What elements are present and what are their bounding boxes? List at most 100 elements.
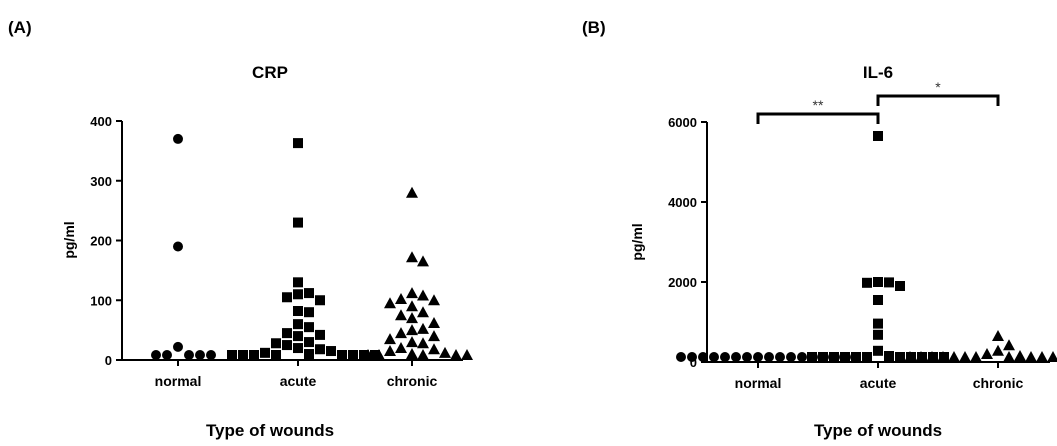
data-point-triangle xyxy=(406,348,418,360)
data-point-square xyxy=(829,352,839,362)
data-point-triangle xyxy=(1003,351,1015,362)
data-point-triangle xyxy=(373,349,385,360)
data-point-triangle xyxy=(417,289,429,301)
data-point-square xyxy=(818,352,828,362)
data-point-triangle xyxy=(384,297,396,309)
data-point-square xyxy=(293,319,303,330)
data-point-square xyxy=(315,295,325,306)
data-point-triangle xyxy=(461,349,473,360)
data-point-square xyxy=(293,306,303,317)
x-axis-label: Type of wounds xyxy=(206,421,334,440)
data-point-square xyxy=(873,295,883,305)
data-point-square xyxy=(348,350,358,360)
data-point-triangle xyxy=(384,345,396,357)
data-point-square xyxy=(337,350,347,360)
data-point-circle xyxy=(786,352,796,362)
data-point-triangle xyxy=(395,309,407,321)
data-point-circle xyxy=(687,352,697,362)
data-point-square xyxy=(873,329,883,340)
data-point-circle xyxy=(173,241,183,252)
data-point-triangle xyxy=(406,324,418,336)
data-point-triangle xyxy=(406,336,418,348)
data-point-triangle xyxy=(428,294,440,306)
data-point-triangle xyxy=(417,306,429,318)
y-tick-label: 2000 xyxy=(668,275,697,290)
data-point-square xyxy=(304,307,314,318)
data-point-square xyxy=(315,329,325,340)
data-point-triangle xyxy=(395,342,407,354)
data-point-square xyxy=(840,352,850,362)
chart-title: IL-6 xyxy=(863,63,893,82)
significance-bracket xyxy=(876,94,1000,106)
data-point-triangle xyxy=(384,333,396,345)
data-point-square xyxy=(873,131,883,141)
data-point-triangle xyxy=(417,255,429,267)
panel-label-b: (B) xyxy=(582,18,606,37)
data-point-square xyxy=(260,347,270,358)
data-point-triangle xyxy=(439,346,451,358)
data-point-triangle xyxy=(450,349,462,360)
data-point-triangle xyxy=(992,344,1004,356)
data-point-triangle xyxy=(417,322,429,334)
data-point-triangle xyxy=(395,327,407,339)
data-point-triangle xyxy=(417,349,429,360)
y-tick-label: 4000 xyxy=(668,195,697,210)
data-point-triangle xyxy=(926,351,938,362)
significance-label: ** xyxy=(813,97,824,113)
data-point-circle xyxy=(720,352,730,362)
data-point-square xyxy=(304,322,314,333)
data-point-circle xyxy=(797,352,807,362)
data-point-square xyxy=(862,277,872,288)
x-category-label: chronic xyxy=(973,375,1024,391)
data-point-circle xyxy=(731,352,741,362)
data-point-square xyxy=(293,277,303,288)
data-point-square xyxy=(293,343,303,354)
data-point-square xyxy=(238,350,248,360)
data-point-triangle xyxy=(970,351,982,362)
data-point-square xyxy=(271,350,281,360)
data-point-triangle xyxy=(1047,351,1057,362)
data-point-triangle xyxy=(428,343,440,355)
data-point-triangle xyxy=(406,186,418,198)
data-point-circle xyxy=(173,133,183,144)
data-point-square xyxy=(282,340,292,351)
data-point-square xyxy=(249,350,259,360)
y-tick-label: 0 xyxy=(690,355,697,370)
y-tick-label: 200 xyxy=(90,234,112,249)
data-point-triangle xyxy=(406,312,418,324)
y-axis-label: pg/ml xyxy=(61,221,77,258)
data-point-triangle xyxy=(1025,351,1037,362)
data-point-square xyxy=(370,350,380,360)
y-tick-label: 300 xyxy=(90,174,112,189)
data-point-triangle xyxy=(1036,351,1048,362)
data-point-triangle xyxy=(948,351,960,362)
data-point-square xyxy=(282,292,292,303)
x-category-label: normal xyxy=(155,373,202,389)
data-point-circle xyxy=(206,350,216,360)
significance-label: * xyxy=(935,79,941,95)
data-point-circle xyxy=(184,350,194,360)
x-category-label: normal xyxy=(735,375,782,391)
data-point-triangle xyxy=(362,349,374,360)
data-point-triangle xyxy=(428,330,440,342)
data-point-circle xyxy=(764,352,774,362)
data-point-triangle xyxy=(406,287,418,299)
data-point-square xyxy=(326,346,336,357)
data-point-triangle xyxy=(959,351,971,362)
data-point-circle xyxy=(162,350,172,360)
x-axis-label: Type of wounds xyxy=(814,421,942,440)
data-point-triangle xyxy=(981,348,993,359)
data-point-square xyxy=(282,328,292,339)
data-point-square xyxy=(873,277,883,287)
data-point-triangle xyxy=(417,337,429,349)
data-point-circle xyxy=(195,350,205,360)
panel-label-a: (A) xyxy=(8,18,32,37)
y-tick-label: 6000 xyxy=(668,115,697,130)
data-point-square xyxy=(271,338,281,349)
data-point-square xyxy=(227,350,237,360)
data-point-circle xyxy=(151,350,161,360)
y-tick-label: 0 xyxy=(105,353,112,368)
data-point-square xyxy=(315,344,325,355)
data-point-square xyxy=(895,352,905,362)
